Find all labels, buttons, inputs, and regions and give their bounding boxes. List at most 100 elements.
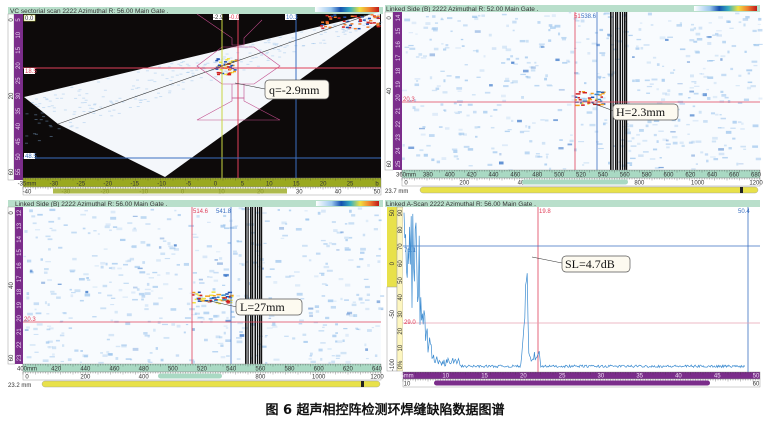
- scan-echo: [68, 327, 73, 330]
- scan-echo: [725, 130, 732, 134]
- defect-echo: [219, 72, 223, 74]
- defect-echo: [226, 66, 230, 68]
- defect-echo: [211, 297, 217, 299]
- scan-echo: [132, 228, 137, 232]
- red-h-cursor-label: 18.5: [25, 69, 37, 75]
- scan-echo: [266, 40, 270, 42]
- scan-echo: [79, 299, 84, 302]
- defect-echo: [204, 299, 208, 302]
- ruler-label: 560: [620, 173, 631, 179]
- ruler-label: 600: [314, 367, 325, 373]
- ruler-label: 13: [17, 222, 23, 229]
- scan-echo: [308, 307, 314, 310]
- scan-echo: [249, 61, 253, 63]
- scan-echo: [239, 61, 243, 63]
- scan-echo: [455, 47, 461, 49]
- scan-echo: [477, 14, 481, 17]
- scan-echo: [181, 81, 185, 83]
- scan-echo: [706, 36, 712, 38]
- defect-echo: [222, 294, 226, 296]
- scan-echo: [264, 220, 270, 222]
- scan-echo: [91, 108, 95, 110]
- scan-echo: [343, 327, 348, 330]
- scan-echo: [43, 97, 47, 99]
- weld-stripe: [624, 12, 626, 170]
- left-depth-ruler[interactable]: [15, 207, 23, 364]
- scan-echo: [589, 93, 592, 96]
- defect-echo: [601, 92, 605, 95]
- scan-echo: [263, 42, 267, 44]
- scan-echo: [92, 104, 96, 106]
- horizontal-ruler[interactable]: -35mm -30 -25 -20 -15 -10 -5 0 5 10 15 20 25 b: [18, 177, 382, 188]
- scan-echo: [38, 103, 42, 105]
- scan-echo: [229, 226, 234, 229]
- defect-echo: [227, 299, 231, 302]
- surface-echo: [369, 19, 373, 22]
- defect-echo: [205, 295, 210, 297]
- scan-echo: [49, 227, 53, 229]
- scan-echo: [319, 272, 325, 274]
- left-depth-ruler[interactable]: [393, 12, 402, 170]
- scan-echo: [141, 298, 144, 301]
- scan-echo: [158, 66, 162, 68]
- scan-echo: [521, 96, 524, 99]
- horizontal-ruler[interactable]: 360mm 380 400 420 440 460 480 500 520 540 560 580 60…: [396, 169, 762, 179]
- scan-echo: [312, 43, 316, 45]
- scan-echo: [249, 45, 253, 47]
- ruler-label: 80: [398, 226, 404, 233]
- scan-echo: [91, 255, 98, 257]
- ruler-label: 60: [753, 382, 760, 388]
- scan-echo: [472, 110, 477, 114]
- ruler-label: 50: [398, 277, 404, 284]
- scan-echo: [457, 110, 462, 114]
- scan-echo: [37, 140, 41, 142]
- scan-echo: [152, 285, 158, 288]
- scan-echo: [567, 143, 573, 146]
- scan-echo: [36, 105, 40, 107]
- scan-echo: [46, 328, 51, 331]
- scan-echo: [45, 99, 49, 101]
- left-depth-ruler[interactable]: [14, 14, 23, 180]
- scan-echo: [679, 22, 683, 25]
- scan-echo: [341, 31, 345, 33]
- scan-echo: [258, 49, 262, 51]
- defect-echo: [209, 299, 212, 302]
- scan-echo: [432, 27, 438, 30]
- horizontal-ruler[interactable]: 400mm 420 440 460 480 500 520 540 560 580 600 620 64…: [17, 363, 383, 373]
- ruler-label: 30: [16, 92, 22, 99]
- scan-echo: [530, 66, 536, 69]
- scan-echo: [562, 168, 567, 170]
- scan-echo: [41, 281, 46, 284]
- scan-echo: [70, 271, 75, 273]
- scan-echo: [423, 153, 428, 157]
- scan-echo: [358, 297, 363, 301]
- scan-echo: [201, 66, 205, 68]
- scan-echo: [442, 91, 448, 94]
- scan-echo: [105, 223, 111, 226]
- scan-echo: [226, 355, 230, 357]
- scan-echo: [321, 209, 326, 213]
- scan-echo: [344, 30, 348, 32]
- scan-echo: [34, 114, 38, 116]
- scan-echo: [522, 69, 529, 73]
- defect-echo: [225, 59, 229, 61]
- ruler-label: 540: [226, 367, 237, 373]
- scan-echo: [461, 45, 465, 48]
- scan-echo: [616, 40, 623, 43]
- red-cursor-label: 514.6: [193, 209, 209, 215]
- scan-echo: [743, 23, 746, 27]
- scan-echo: [714, 32, 719, 36]
- ruler-label: 15: [293, 182, 300, 188]
- scan-echo: [266, 51, 270, 53]
- scan-echo: [499, 153, 502, 156]
- scan-echo: [546, 84, 552, 86]
- scan-echo: [431, 89, 438, 92]
- defect-echo: [600, 96, 604, 98]
- horizontal-ruler[interactable]: 5mm 10 15 20 25 30 35 40 45 50: [400, 371, 761, 380]
- scan-echo: [652, 124, 658, 126]
- scan-echo: [322, 326, 325, 329]
- scan-echo: [204, 338, 208, 342]
- defect-echo: [222, 299, 227, 301]
- scan-echo: [519, 130, 525, 134]
- weld-stripe: [254, 207, 257, 364]
